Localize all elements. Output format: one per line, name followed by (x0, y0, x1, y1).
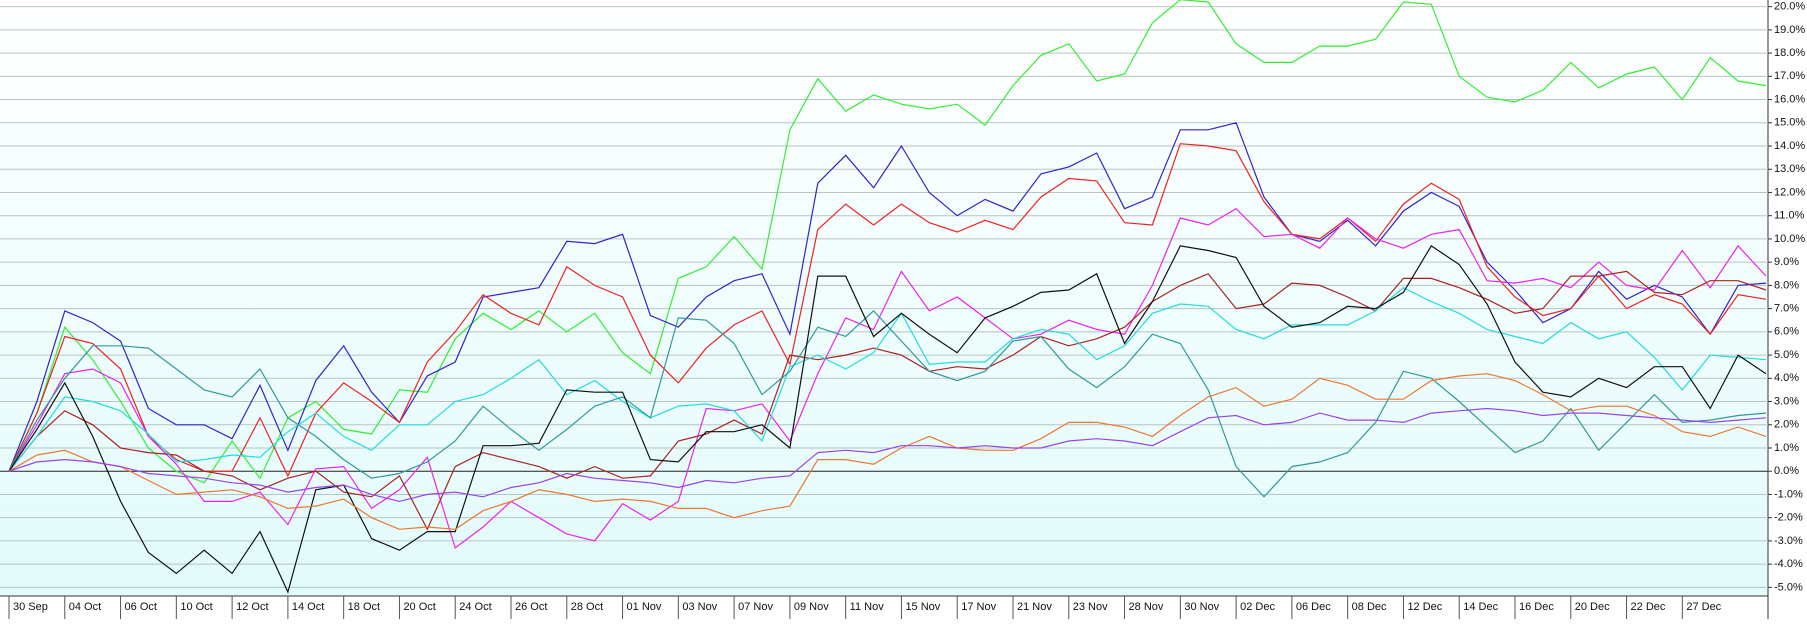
y-tick-label: 15.0% (1774, 117, 1805, 129)
y-tick-label: 18.0% (1774, 47, 1805, 59)
x-tick-label: 21 Nov (1017, 601, 1052, 613)
y-tick-label: 11.0% (1774, 210, 1805, 222)
x-tick-label: 28 Oct (571, 601, 603, 613)
series-line (8, 373, 1767, 530)
series-line (8, 270, 1767, 531)
x-tick-label: 12 Dec (1407, 601, 1442, 613)
x-tick-label: 04 Oct (69, 601, 101, 613)
x-tick-label: 14 Oct (292, 601, 324, 613)
x-tick-label: 27 Dec (1686, 601, 1721, 613)
x-tick-label: 16 Dec (1519, 601, 1554, 613)
y-tick-label: 20.0% (1774, 1, 1805, 13)
y-tick-label: 12.0% (1774, 186, 1805, 198)
x-tick-label: 28 Nov (1129, 601, 1164, 613)
y-tick-label: 6.0% (1774, 326, 1799, 338)
y-tick-label: 2.0% (1774, 419, 1799, 431)
y-tick-label: 19.0% (1774, 24, 1805, 36)
x-tick-label: 12 Oct (236, 601, 268, 613)
y-tick-label: -2.0% (1774, 512, 1803, 524)
y-tick-label: 0.0% (1774, 465, 1799, 477)
x-tick-label: 11 Nov (850, 601, 885, 613)
x-tick-label: 06 Oct (125, 601, 157, 613)
series-line (8, 207, 1767, 549)
y-tick-label: 10.0% (1774, 233, 1805, 245)
y-tick-label: 4.0% (1774, 372, 1799, 384)
y-tick-label: 1.0% (1774, 442, 1799, 454)
y-tick-label: 14.0% (1774, 140, 1805, 152)
x-tick-label: 09 Nov (794, 601, 829, 613)
y-tick-label: 8.0% (1774, 279, 1799, 291)
x-tick-label: 10 Oct (180, 601, 212, 613)
series-line (8, 245, 1767, 594)
plot-background (0, 0, 1768, 596)
y-tick-label: -1.0% (1774, 488, 1803, 500)
x-tick-label: 23 Nov (1073, 601, 1108, 613)
series-line (8, 407, 1767, 503)
x-tick-label: 24 Oct (459, 601, 491, 613)
y-tick-label: 5.0% (1774, 349, 1799, 361)
x-tick-label: 03 Nov (682, 601, 717, 613)
y-tick-label: 9.0% (1774, 256, 1799, 268)
x-tick-label: 17 Nov (961, 601, 996, 613)
x-tick-label: 06 Dec (1296, 601, 1331, 613)
series-line (8, 310, 1767, 498)
x-tick-label: 01 Nov (627, 601, 662, 613)
x-tick-label: 08 Dec (1352, 601, 1387, 613)
y-tick-label: 13.0% (1774, 163, 1805, 175)
y-tick-label: 3.0% (1774, 395, 1799, 407)
x-tick-label: 20 Oct (403, 601, 435, 613)
y-tick-label: 7.0% (1774, 303, 1799, 315)
y-tick-label: -5.0% (1774, 581, 1803, 593)
y-tick-label: -4.0% (1774, 558, 1803, 570)
x-tick-label: 14 Dec (1463, 601, 1498, 613)
x-tick-label: 07 Nov (738, 601, 773, 613)
y-tick-label: -3.0% (1774, 535, 1803, 547)
x-tick-label: 20 Dec (1575, 601, 1610, 613)
series-line (8, 143, 1767, 478)
y-tick-label: 16.0% (1774, 93, 1805, 105)
x-tick-label: 22 Dec (1631, 601, 1666, 613)
y-tick-label: 17.0% (1774, 70, 1805, 82)
x-tick-label: 30 Nov (1184, 601, 1219, 613)
x-tick-label: 15 Nov (905, 601, 940, 613)
series-line (8, 0, 1767, 484)
series-line (8, 286, 1767, 472)
x-tick-label: 02 Dec (1240, 601, 1275, 613)
x-tick-label: 18 Oct (348, 601, 380, 613)
x-tick-label: 30 Sep (13, 601, 48, 613)
x-tick-label: 26 Oct (515, 601, 547, 613)
